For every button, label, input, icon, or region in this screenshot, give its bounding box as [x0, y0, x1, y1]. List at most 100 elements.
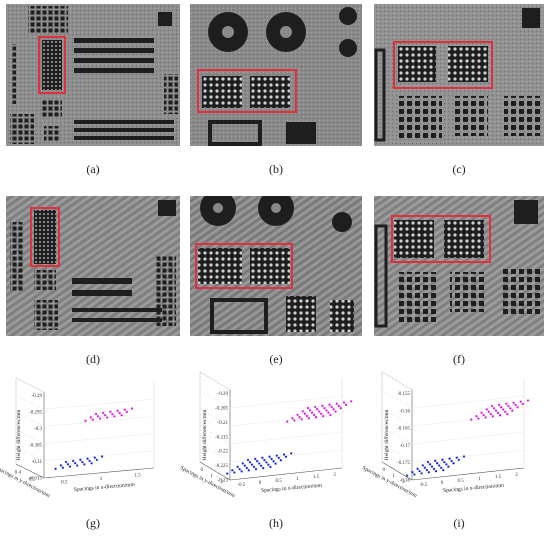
caption-b: (b): [269, 162, 283, 176]
data-point: [104, 414, 107, 417]
y-tick-label: 0.2: [29, 478, 36, 483]
x-tick-label: -0.5: [419, 483, 427, 488]
x-tick-label: 1.5: [135, 474, 142, 479]
photo-c: [374, 4, 544, 146]
series-bottom: [54, 455, 104, 470]
data-point: [440, 466, 443, 469]
data-point: [267, 463, 270, 466]
data-point: [93, 456, 96, 459]
x-tick-label: 2: [515, 473, 518, 478]
photo-f: [374, 196, 544, 336]
x-tick-label: 1: [296, 477, 299, 482]
z-tick-label: -0.175: [397, 461, 410, 466]
data-point: [322, 414, 325, 418]
data-point: [243, 464, 246, 467]
data-point: [334, 410, 337, 413]
data-point: [498, 414, 502, 417]
series-bottom: [226, 452, 293, 475]
y-tick-label: 0: [201, 468, 204, 473]
z-tick-label: -0.16: [400, 409, 411, 414]
y-tick-label: 1: [393, 474, 396, 479]
data-point: [88, 459, 91, 463]
data-point: [54, 467, 57, 470]
data-point: [443, 460, 446, 464]
data-point: [109, 410, 112, 413]
data-point: [74, 462, 77, 465]
data-point: [512, 401, 515, 404]
data-point: [303, 412, 306, 415]
data-point: [434, 459, 437, 463]
data-point: [240, 470, 243, 473]
data-point: [455, 456, 458, 459]
data-point: [59, 464, 62, 467]
z-tick-label: -0.31: [32, 460, 43, 465]
data-point: [298, 415, 301, 419]
data-point: [506, 412, 509, 416]
data-point: [462, 455, 466, 458]
data-point: [277, 456, 280, 460]
data-point: [268, 455, 271, 458]
data-point: [274, 462, 277, 465]
data-point: [94, 412, 98, 416]
data-point: [290, 452, 293, 455]
data-point: [406, 474, 409, 477]
data-point: [76, 464, 79, 467]
data-point: [504, 410, 507, 413]
plot-g: -0.29 -0.295 -0.3 -0.305 -0.31 -0.315 0.5 1 1.5 0…: [0, 374, 180, 504]
data-point: [470, 418, 473, 421]
data-point: [448, 457, 451, 460]
photo-a: [6, 4, 180, 146]
data-point: [411, 471, 414, 474]
data-point: [477, 417, 480, 420]
data-point: [262, 466, 265, 470]
data-point: [231, 469, 234, 472]
y-tick-label: 1: [211, 474, 214, 479]
z-tick-label: -0.295: [29, 410, 42, 415]
data-point: [445, 463, 448, 466]
plot-h: -0.29 -0.205 -0.21 -0.215 -0.22 -0.225 -0.23 -0…: [179, 371, 364, 504]
data-point: [89, 416, 92, 419]
data-point: [494, 409, 498, 412]
data-point: [275, 454, 278, 457]
roi-box: [30, 207, 60, 267]
x-tick-label: 1.5: [313, 475, 320, 480]
data-point: [238, 467, 241, 471]
data-point: [96, 415, 100, 418]
x-tick-label: 0: [441, 481, 444, 486]
plot-i: -0.155 -0.16 -0.165 -0.17 -0.175 -0.18 -0.5 0 0.…: [361, 371, 546, 504]
caption-c: (c): [452, 162, 466, 176]
caption-d: (d): [86, 352, 100, 366]
roi-box: [393, 41, 493, 89]
data-point: [84, 419, 87, 422]
data-point: [492, 407, 496, 410]
data-point: [81, 460, 84, 464]
data-point: [68, 465, 72, 468]
data-point: [286, 420, 289, 423]
x-tick-label: 1: [100, 477, 103, 482]
data-point: [491, 415, 494, 418]
data-point: [329, 413, 332, 417]
data-point: [420, 472, 423, 475]
data-point: [116, 409, 119, 412]
photo-b: [190, 4, 362, 146]
data-point: [113, 415, 116, 418]
caption-g: (g): [86, 516, 100, 530]
y-tick-label: 2: [403, 480, 406, 485]
z-tick-label: -0.305: [29, 443, 42, 448]
data-point: [335, 402, 338, 405]
data-point: [339, 407, 342, 410]
data-point: [86, 457, 89, 460]
x-tick-label: -0.5: [237, 483, 245, 488]
data-point: [318, 410, 321, 413]
x-tick-label: 0.5: [276, 479, 283, 484]
data-point: [269, 465, 272, 469]
z-tick-label: -0.205: [215, 407, 228, 412]
data-point: [111, 412, 114, 416]
series-top: [84, 407, 134, 422]
y-tick-label: 0.4: [15, 471, 22, 476]
data-point: [344, 403, 348, 406]
data-point: [282, 453, 286, 456]
data-point: [485, 408, 488, 411]
x-tick-label: 0.5: [61, 480, 68, 485]
data-point: [118, 411, 121, 415]
